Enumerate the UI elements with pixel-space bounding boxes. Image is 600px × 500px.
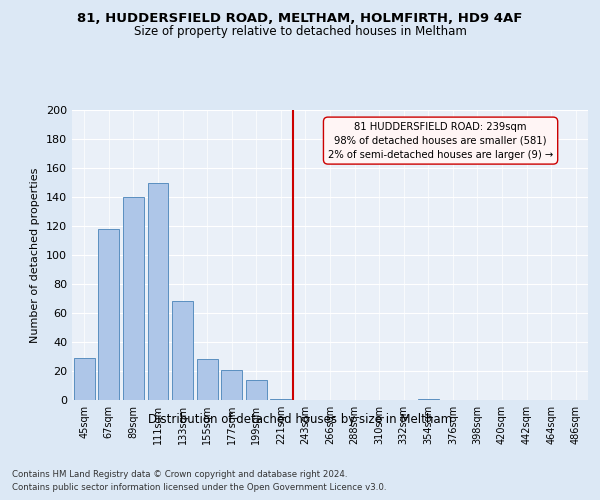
- Bar: [74, 358, 95, 400]
- Text: 81 HUDDERSFIELD ROAD: 239sqm
98% of detached houses are smaller (581)
2% of semi: 81 HUDDERSFIELD ROAD: 239sqm 98% of deta…: [328, 122, 553, 160]
- Bar: [98, 229, 119, 400]
- Bar: [418, 398, 439, 400]
- Y-axis label: Number of detached properties: Number of detached properties: [31, 168, 40, 342]
- Text: Distribution of detached houses by size in Meltham: Distribution of detached houses by size …: [148, 412, 452, 426]
- Bar: [197, 360, 218, 400]
- Bar: [148, 182, 169, 400]
- Text: Contains HM Land Registry data © Crown copyright and database right 2024.: Contains HM Land Registry data © Crown c…: [12, 470, 347, 479]
- Bar: [271, 398, 292, 400]
- Text: Size of property relative to detached houses in Meltham: Size of property relative to detached ho…: [134, 25, 466, 38]
- Bar: [172, 302, 193, 400]
- Bar: [221, 370, 242, 400]
- Bar: [123, 197, 144, 400]
- Text: 81, HUDDERSFIELD ROAD, MELTHAM, HOLMFIRTH, HD9 4AF: 81, HUDDERSFIELD ROAD, MELTHAM, HOLMFIRT…: [77, 12, 523, 26]
- Bar: [246, 380, 267, 400]
- Text: Contains public sector information licensed under the Open Government Licence v3: Contains public sector information licen…: [12, 482, 386, 492]
